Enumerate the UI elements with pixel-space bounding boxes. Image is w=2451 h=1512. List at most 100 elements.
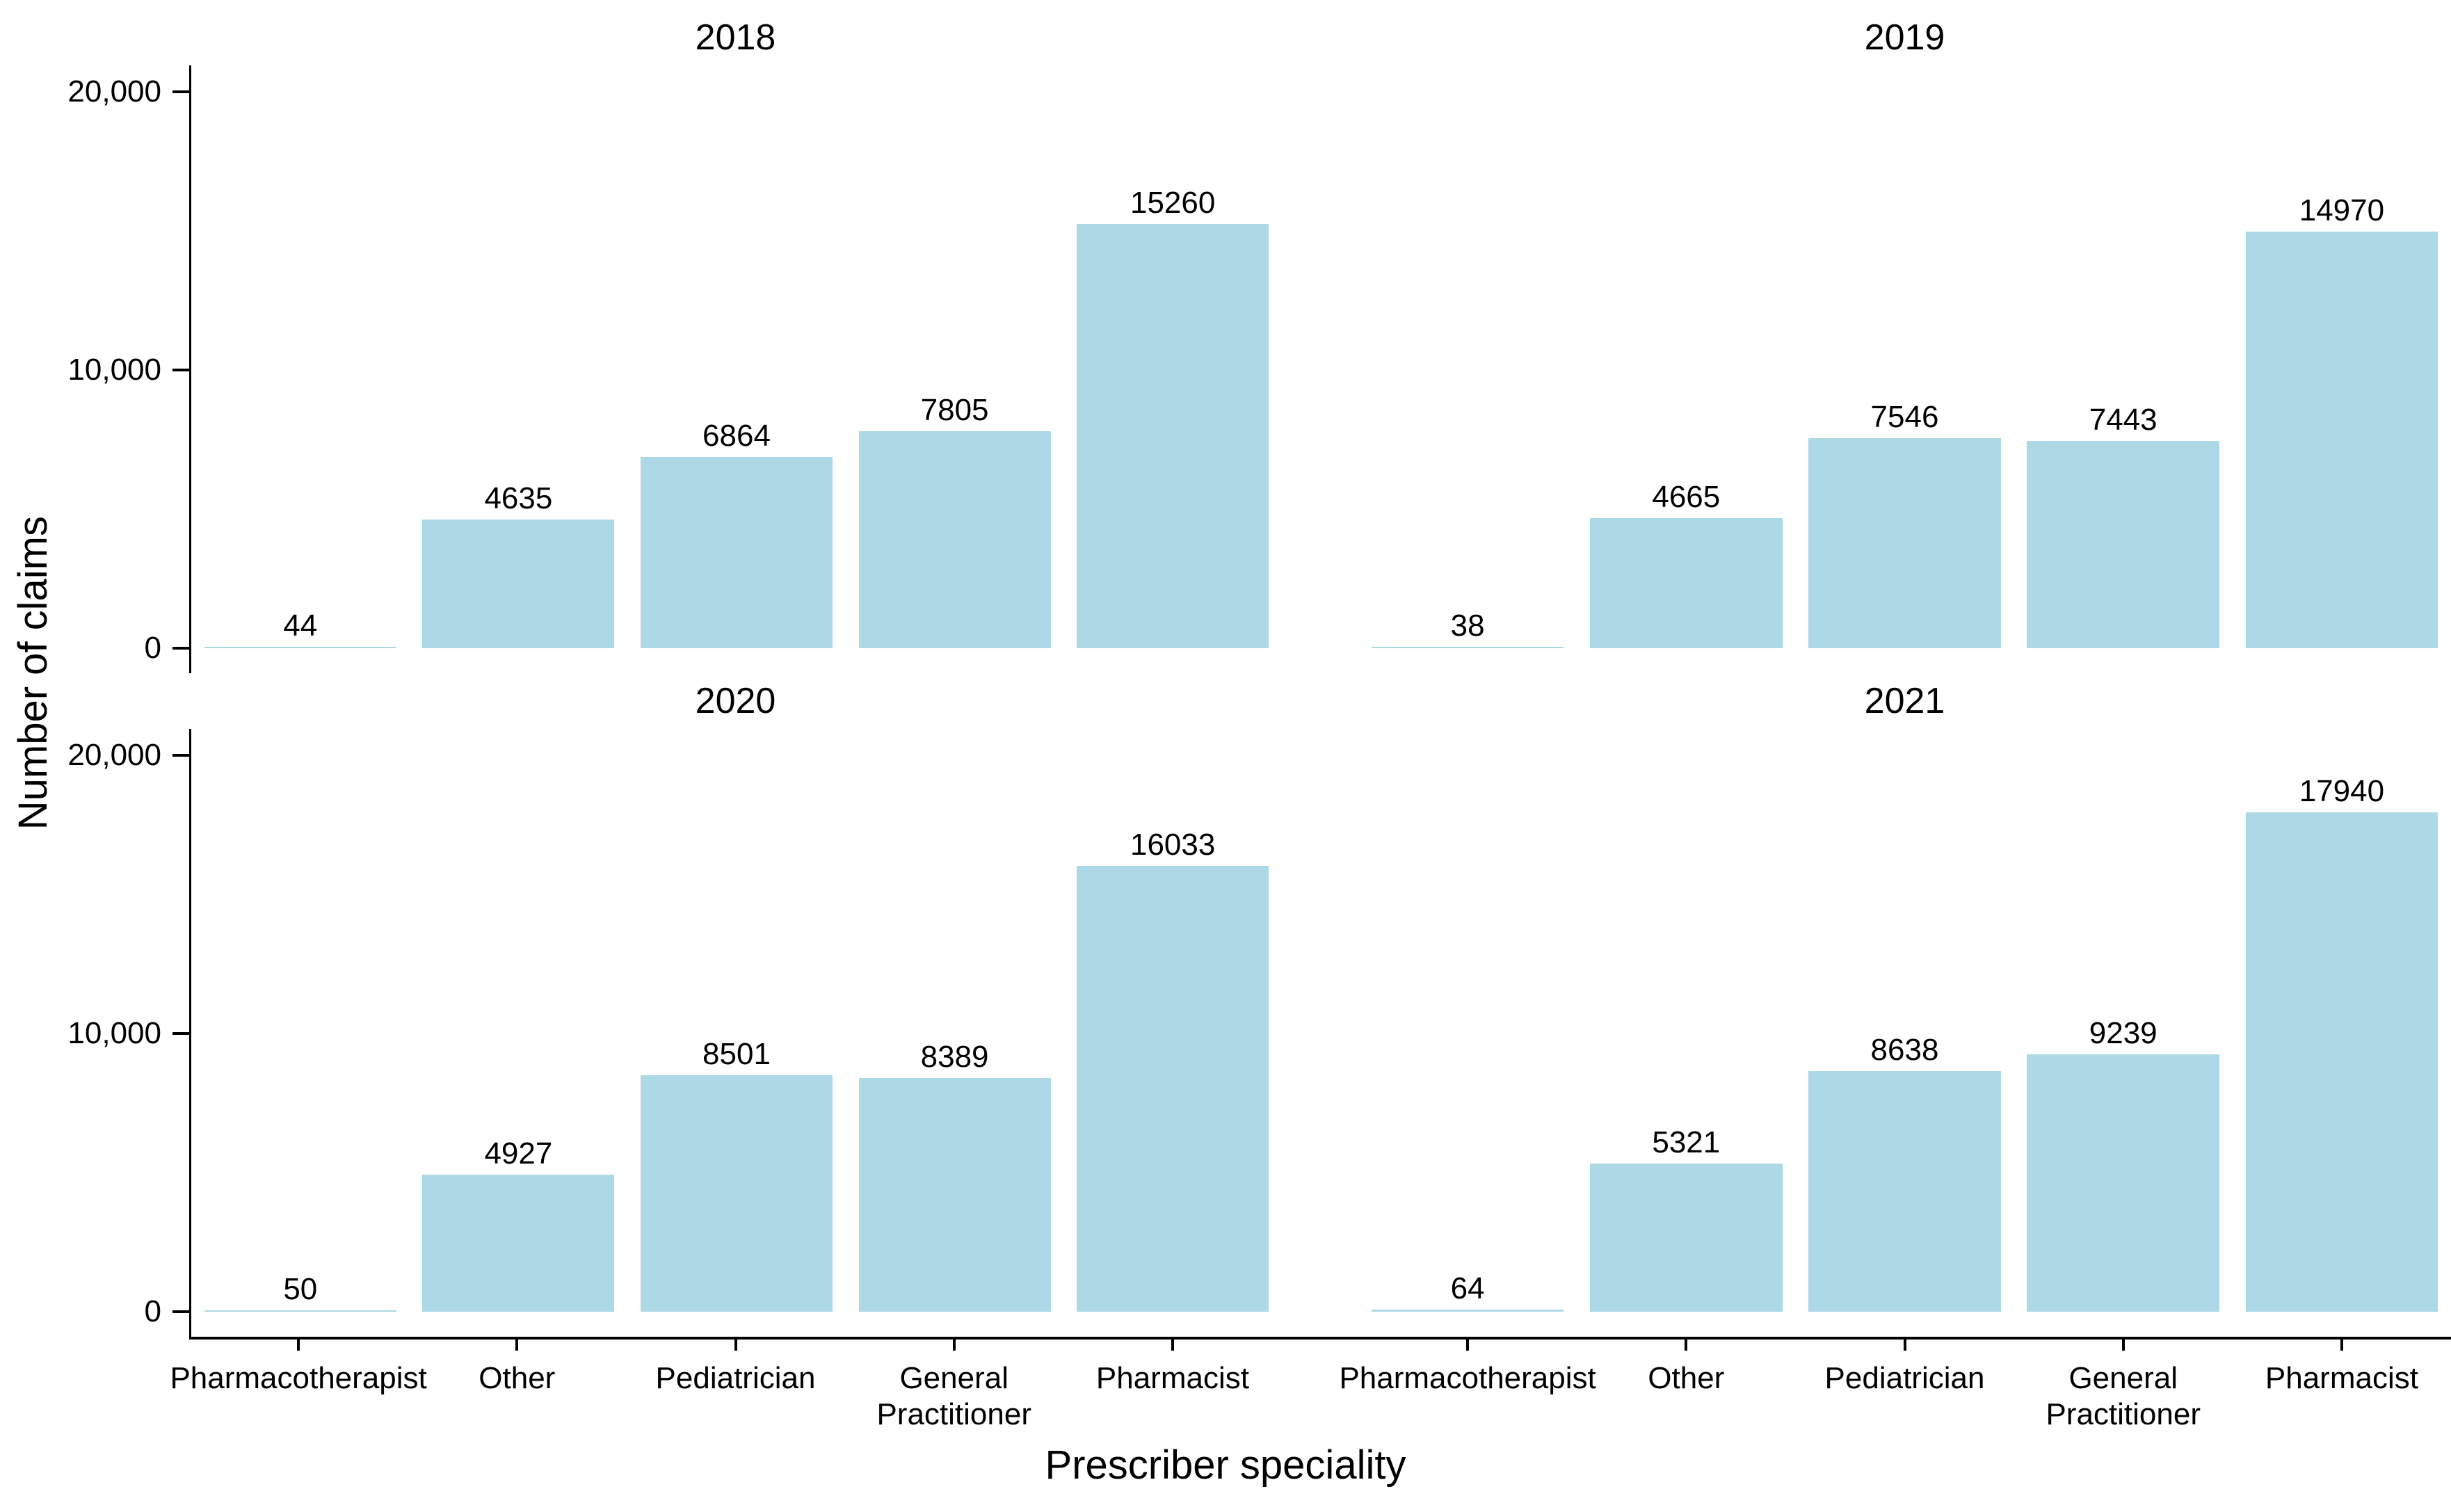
bar-value-label: 8389 (920, 1040, 989, 1074)
bar-value-label: 50 (283, 1272, 318, 1306)
facet-2019: 2019 38 4665 7546 7443 14970 (1358, 10, 2451, 673)
bar-value-label: 15260 (1130, 186, 1216, 220)
plot-panel: 38 4665 7546 7443 14970 (1358, 65, 2451, 673)
x-tick-label: General Practitioner (2046, 1361, 2201, 1431)
bar-value-label: 9239 (2089, 1016, 2157, 1050)
bar-value-label: 4665 (1652, 480, 1721, 514)
bar (422, 1175, 615, 1312)
bar-slot: 9239 (2014, 1018, 2233, 1312)
y-tick-label: 0 (144, 631, 161, 665)
bar-slot: 7443 (2014, 405, 2233, 648)
bar-slot: 14970 (2233, 195, 2451, 648)
x-axis-labels-row: Pharmacotherapist Other Pediatrician Genera… (0, 1340, 2451, 1433)
bar-value-label: 4927 (484, 1136, 553, 1171)
bar-value-label: 64 (1450, 1271, 1485, 1305)
y-tick-mark (172, 369, 189, 371)
x-category-slot: Pharmacotherapist (170, 1340, 427, 1433)
y-tick-mark (172, 1032, 189, 1035)
x-tick-label: Pharmacist (1095, 1361, 1249, 1395)
x-category-slot: Pharmacist (2233, 1340, 2451, 1433)
y-tick-label: 10,000 (67, 1016, 161, 1050)
y-axis-gutter-bottom: 0 10,000 20,000 (0, 673, 189, 1337)
x-tick-mark (297, 1340, 300, 1351)
x-axis-line (189, 1337, 2451, 1340)
bar (1077, 224, 1269, 648)
bar (1077, 866, 1269, 1312)
bar-slot: 17940 (2233, 776, 2451, 1312)
y-tick-mark (172, 647, 189, 650)
x-tick-mark (1685, 1340, 1688, 1351)
y-tick-label: 0 (144, 1294, 161, 1328)
bar-value-label: 17940 (2299, 774, 2385, 808)
bar-value-label: 4635 (484, 481, 553, 515)
bar-slot: 16033 (1063, 830, 1282, 1312)
bar-value-label: 8501 (702, 1037, 771, 1071)
bar-slot: 8638 (1795, 1035, 2014, 1312)
bar-slot: 6864 (627, 421, 846, 648)
bar (2027, 1054, 2219, 1312)
bar-slot: 4927 (410, 1139, 628, 1312)
bar (2245, 232, 2438, 648)
facet-title: 2019 (1864, 17, 1945, 58)
bar (204, 1310, 396, 1312)
x-category-slot: Other (1577, 1340, 1795, 1433)
x-category-slot: Pharmacotherapist (1339, 1340, 1596, 1433)
x-category-slot: Other (408, 1340, 626, 1433)
bar-value-label: 14970 (2299, 193, 2385, 227)
plot-panel: 44 4635 6864 7805 15260 (189, 65, 1282, 673)
bar (1808, 438, 2001, 648)
x-tick-mark (1466, 1340, 1470, 1351)
facet-title: 2021 (1864, 681, 1945, 721)
bar-slot: 44 (191, 611, 410, 648)
bar-value-label: 8638 (1870, 1033, 1939, 1067)
bar (641, 1075, 833, 1312)
bar (641, 457, 833, 648)
x-tick-label: Other (1648, 1361, 1725, 1395)
bar (858, 1078, 1051, 1312)
bar-value-label: 7805 (920, 393, 989, 427)
x-category-slot: Pediatrician (1795, 1340, 2014, 1433)
plot-panel: 50 4927 8501 8389 16033 (189, 729, 1282, 1337)
x-tick-label: Pediatrician (655, 1361, 816, 1395)
x-tick-mark (952, 1340, 956, 1351)
facet-title: 2018 (695, 17, 776, 58)
bar-slot: 5321 (1577, 1127, 1795, 1312)
y-tick-label: 20,000 (67, 738, 161, 772)
bar (1808, 1071, 2001, 1312)
x-axis-labels-right: Pharmacotherapist Other Pediatrician Genera… (1339, 1340, 2451, 1433)
x-category-slot: General Practitioner (845, 1340, 1063, 1433)
bar-slot: 50 (191, 1274, 410, 1312)
bar-slot: 64 (1358, 1273, 1577, 1312)
bar-value-label: 7546 (1870, 400, 1939, 434)
y-tick-mark (172, 90, 189, 93)
bar (1371, 1310, 1564, 1312)
bar-slot: 7546 (1795, 402, 2014, 648)
bar-value-label: 16033 (1130, 828, 1216, 862)
x-axis-gutter-spacer (0, 1340, 189, 1433)
bar-slot: 4665 (1577, 482, 1795, 648)
x-category-slot: Pharmacist (1063, 1340, 1282, 1433)
facet-title: 2020 (695, 681, 776, 721)
bar (422, 520, 615, 648)
y-tick-label: 20,000 (67, 74, 161, 108)
x-axis-labels-left: Pharmacotherapist Other Pediatrician Genera… (170, 1340, 1282, 1433)
bar-slot: 15260 (1063, 188, 1282, 648)
y-tick-mark (172, 754, 189, 757)
bar (204, 647, 396, 648)
bar-value-label: 7443 (2089, 403, 2157, 437)
bar-slot: 38 (1358, 611, 1577, 648)
bar-slot: 8389 (846, 1042, 1064, 1312)
facet-row-bottom: 0 10,000 20,000 2020 50 4927 8501 8389 16033 2… (0, 673, 2451, 1337)
bar-value-label: 44 (283, 609, 318, 643)
x-tick-label: Pediatrician (1824, 1361, 1985, 1395)
y-tick-mark (172, 1310, 189, 1313)
x-tick-mark (1903, 1340, 1906, 1351)
bar-slot: 8501 (627, 1039, 846, 1312)
facet-2021: 2021 64 5321 8638 9239 17940 (1358, 673, 2451, 1337)
bar (2027, 441, 2219, 648)
y-tick-label: 10,000 (67, 353, 161, 387)
x-tick-label: Pharmacist (2265, 1361, 2418, 1395)
facet-2018: 2018 44 4635 6864 7805 15260 (189, 10, 1282, 673)
bar (1590, 518, 1783, 648)
x-tick-mark (1171, 1340, 1174, 1351)
